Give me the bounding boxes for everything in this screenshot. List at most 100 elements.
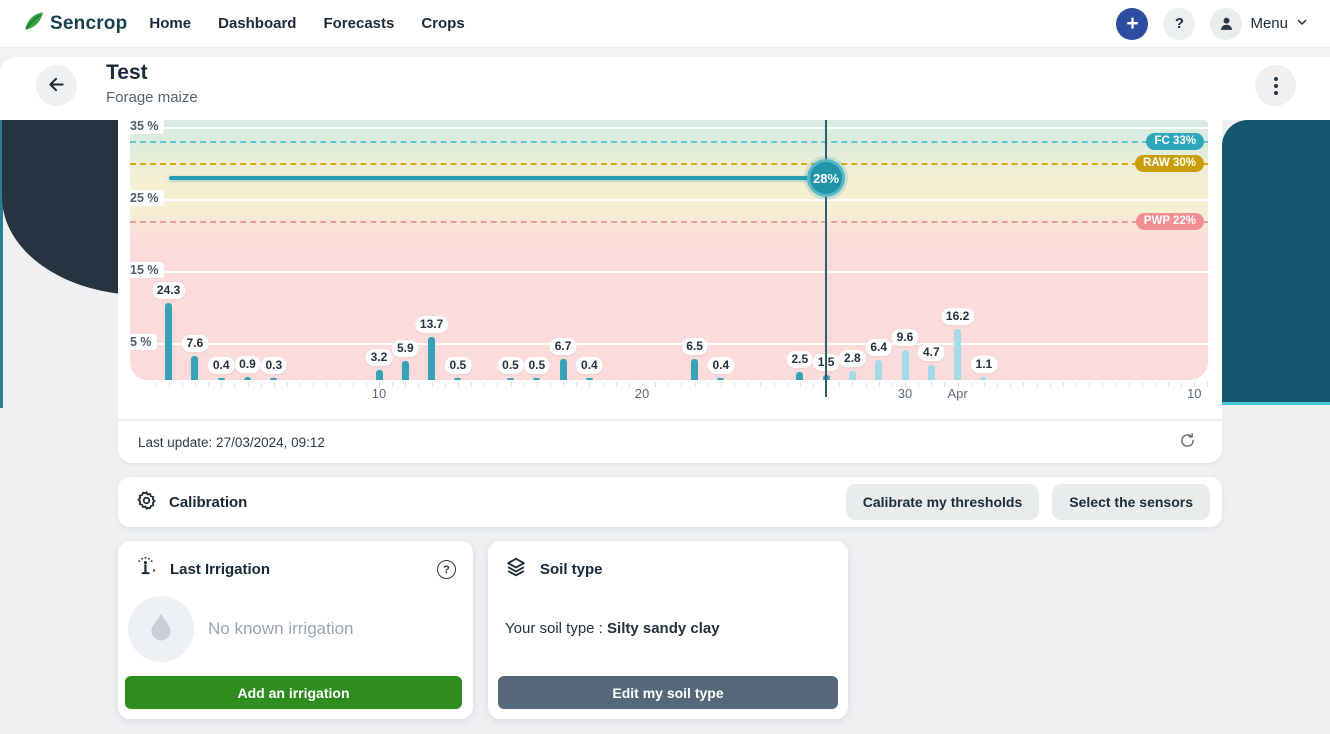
nav-item-forecasts[interactable]: Forecasts [323, 15, 395, 32]
x-axis-tick [181, 382, 183, 387]
nav-item-crops[interactable]: Crops [421, 15, 465, 32]
x-axis-label: Apr [947, 386, 968, 401]
precip-bar-value: 1.1 [970, 355, 998, 373]
precip-bar[interactable] [533, 377, 541, 380]
precip-bar[interactable] [585, 377, 593, 380]
precip-bar-value: 0.5 [497, 356, 524, 374]
x-axis-tick [1036, 382, 1038, 387]
calibrate-thresholds-button[interactable]: Calibrate my thresholds [845, 484, 1040, 520]
precip-bar-value: 2.5 [786, 351, 814, 369]
precip-bar[interactable] [796, 372, 804, 380]
add-irrigation-button[interactable]: Add an irrigation [125, 676, 462, 709]
water-drop-badge [128, 596, 194, 662]
x-axis-tick [773, 382, 775, 387]
x-axis-tick [997, 382, 999, 387]
x-axis-tick [1075, 382, 1077, 387]
precip-bar-value: 0.9 [234, 356, 261, 374]
x-axis-tick [405, 382, 407, 387]
precip-bar-value: 6.7 [549, 337, 577, 355]
gridline [130, 343, 1208, 345]
x-axis-tick [1049, 382, 1051, 387]
y-axis-tick-label: 15 % [125, 262, 164, 278]
x-axis-tick [418, 382, 420, 387]
x-axis-tick [247, 382, 249, 387]
time-cursor-line [825, 120, 828, 397]
x-axis-tick [694, 382, 696, 387]
precip-bar[interactable] [401, 361, 409, 380]
x-axis-tick [918, 382, 920, 387]
precip-bar[interactable] [927, 365, 935, 380]
precip-bar[interactable] [901, 349, 909, 380]
x-axis-tick [484, 382, 486, 387]
navbar-actions: + ? Menu [1116, 7, 1308, 40]
precip-bar-value: 5.9 [391, 340, 419, 358]
user-menu-button[interactable]: Menu [1210, 7, 1308, 40]
x-axis-label: 20 [634, 386, 650, 401]
refresh-button[interactable] [1173, 431, 1202, 453]
x-axis-tick [576, 382, 578, 387]
precip-bar[interactable] [375, 369, 383, 380]
x-axis-tick [707, 382, 709, 387]
x-axis-label: 10 [1187, 386, 1202, 401]
precip-bar[interactable] [980, 376, 988, 380]
precip-bar[interactable] [454, 377, 462, 380]
precip-bar-value: 6.4 [865, 338, 893, 356]
help-button[interactable]: ? [1163, 7, 1196, 40]
x-axis-tick [431, 382, 433, 387]
x-axis-tick [536, 382, 538, 387]
precip-bar[interactable] [270, 377, 278, 380]
x-axis-tick [1115, 382, 1117, 387]
precip-bar[interactable] [244, 377, 251, 380]
precip-bar[interactable] [717, 377, 725, 380]
precip-bar-value: 7.6 [181, 334, 209, 352]
x-axis-tick [655, 382, 657, 387]
x-axis-tick [208, 382, 210, 387]
x-axis-tick [392, 382, 394, 387]
edit-soil-type-button[interactable]: Edit my soil type [498, 676, 838, 709]
x-axis-tick [260, 382, 262, 387]
precip-bar[interactable] [559, 358, 567, 380]
y-axis-tick-label: 25 % [125, 190, 164, 206]
threshold-label-pwp: PWP 22% [1135, 212, 1204, 230]
calibration-title: Calibration [169, 493, 248, 511]
leaf-logo-icon [22, 10, 45, 38]
precip-bar-value: 24.3 [151, 281, 186, 299]
precip-bar[interactable] [691, 359, 699, 380]
back-button[interactable] [36, 65, 77, 106]
x-axis-tick [602, 382, 604, 387]
x-axis-tick [628, 382, 630, 387]
more-options-button[interactable] [1255, 65, 1296, 106]
x-axis-tick [642, 382, 643, 387]
irrigation-help-button[interactable]: ? [437, 560, 456, 579]
chart-plot[interactable]: 35 % 25 % 15 % 5 % FC 33% RAW 30% PWP 22% 24.3 7… [118, 118, 1222, 419]
precip-bar[interactable] [217, 377, 225, 380]
x-axis-tick [747, 382, 749, 387]
precip-bar[interactable] [875, 359, 883, 380]
irrigation-card-title: Last Irrigation [170, 561, 271, 578]
precip-bar[interactable] [165, 302, 173, 380]
x-axis-tick [523, 382, 525, 387]
select-sensors-button[interactable]: Select the sensors [1052, 484, 1210, 520]
precip-bar[interactable] [428, 336, 436, 380]
precip-bar[interactable] [848, 371, 856, 380]
x-axis-label: 10 [371, 386, 387, 401]
current-moisture-badge[interactable]: 28% [807, 159, 846, 198]
add-button[interactable]: + [1116, 7, 1149, 40]
precip-bar[interactable] [191, 355, 199, 380]
x-axis-tick [865, 382, 867, 387]
x-axis-tick [1023, 382, 1025, 387]
precip-bar[interactable] [507, 377, 514, 380]
precip-bar[interactable] [954, 328, 962, 380]
brand-logo[interactable]: Sencrop [22, 10, 127, 38]
chart-threshold-bands [130, 120, 1208, 380]
precip-bar-value: 3.2 [365, 348, 393, 366]
irrigation-card-body: No known irrigation [128, 596, 463, 662]
x-axis-tick [734, 382, 736, 387]
left-accent-stripe [0, 118, 3, 408]
moisture-chart-card: 35 % 25 % 15 % 5 % FC 33% RAW 30% PWP 22% 24.3 7… [118, 118, 1222, 420]
precip-bar-value: 13.7 [414, 315, 449, 333]
nav-item-dashboard[interactable]: Dashboard [218, 15, 297, 32]
x-axis-tick [155, 382, 157, 387]
nav-item-home[interactable]: Home [149, 15, 192, 32]
last-update-row: Last update: 27/03/2024, 09:12 [118, 421, 1222, 463]
